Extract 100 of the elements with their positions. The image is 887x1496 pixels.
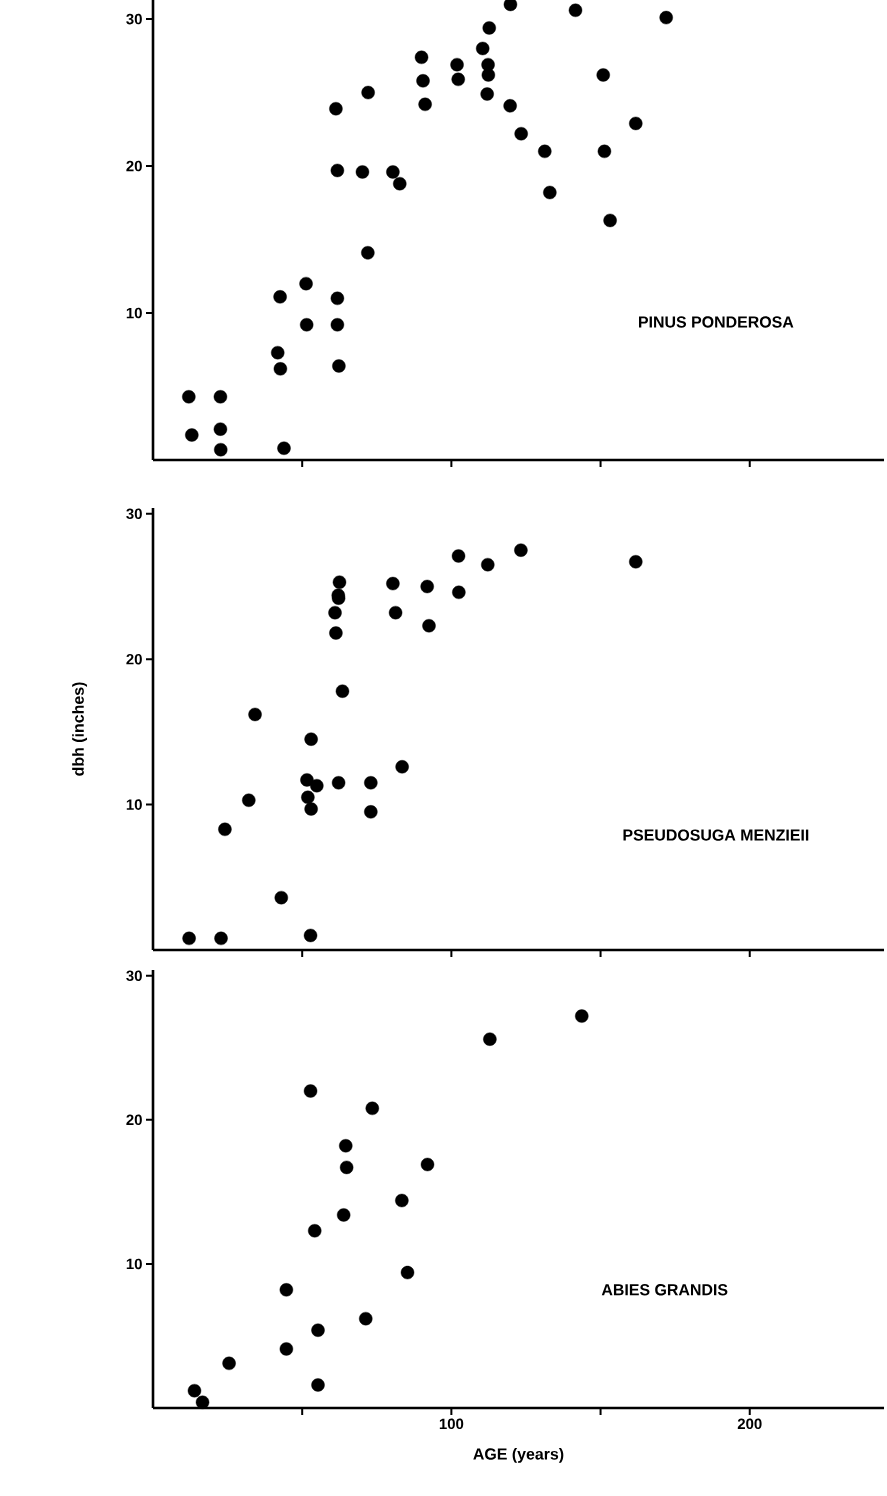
point — [299, 276, 313, 291]
point — [451, 549, 466, 563]
point — [308, 1224, 322, 1238]
point — [300, 773, 314, 787]
x-tick-label: 100 — [439, 1418, 464, 1430]
point — [273, 362, 288, 376]
point — [575, 1009, 589, 1023]
annotation: PINUS PONDEROSA — [639, 316, 794, 328]
point — [222, 1356, 236, 1371]
point — [597, 144, 612, 159]
point — [395, 760, 409, 774]
point — [310, 779, 324, 793]
point — [483, 1032, 497, 1046]
point — [361, 246, 375, 260]
point — [301, 790, 315, 805]
point — [218, 822, 232, 837]
point — [514, 127, 528, 141]
point — [339, 1160, 354, 1175]
point — [503, 99, 517, 113]
point — [182, 390, 196, 404]
point — [303, 928, 318, 943]
point — [416, 74, 430, 88]
y-tick-label: 30 — [126, 970, 142, 982]
point — [503, 0, 518, 12]
point — [214, 931, 228, 946]
y-tick-label: 10 — [126, 1258, 142, 1270]
point — [332, 575, 347, 589]
point — [659, 10, 673, 25]
point — [451, 72, 465, 87]
point — [482, 21, 496, 35]
point — [514, 543, 528, 557]
point — [629, 555, 643, 569]
point — [332, 359, 346, 373]
point — [361, 85, 375, 100]
point — [422, 619, 436, 633]
point — [330, 163, 345, 178]
point — [311, 1323, 325, 1337]
point — [304, 802, 318, 816]
point — [386, 165, 400, 179]
point — [274, 890, 288, 905]
point — [329, 102, 343, 116]
point — [393, 176, 407, 191]
y-tick-label: 20 — [126, 1114, 142, 1126]
point — [359, 1311, 373, 1326]
point — [452, 585, 466, 600]
point — [303, 1084, 318, 1098]
point — [481, 557, 495, 572]
point — [414, 50, 429, 64]
point — [400, 1265, 415, 1280]
annotation: PSEUDOSUGA MENZIEII — [623, 829, 809, 841]
point — [330, 291, 345, 306]
point — [273, 290, 287, 304]
point — [480, 87, 494, 101]
annotation: ABIES GRANDIS — [601, 1284, 728, 1296]
point — [304, 732, 318, 746]
point — [279, 1342, 294, 1356]
point — [476, 41, 490, 56]
point — [329, 626, 343, 640]
point — [213, 390, 228, 404]
point — [388, 605, 403, 620]
point — [277, 441, 291, 455]
point — [364, 776, 378, 790]
point — [603, 213, 617, 228]
point — [311, 1378, 325, 1392]
point — [330, 318, 345, 332]
x-tick-label: 200 — [737, 1418, 762, 1430]
point — [365, 1101, 379, 1116]
point — [538, 144, 552, 159]
y-tick-label: 30 — [126, 13, 142, 25]
point — [331, 776, 346, 790]
point — [299, 318, 314, 332]
point — [481, 68, 496, 82]
point — [450, 57, 464, 72]
y-tick-label: 20 — [126, 653, 142, 665]
point — [543, 185, 557, 200]
y-tick-label: 10 — [126, 307, 142, 319]
point — [596, 68, 610, 82]
y-tick-label: 10 — [126, 799, 142, 810]
point — [339, 1139, 353, 1153]
point — [568, 3, 583, 17]
point — [195, 1395, 210, 1409]
point — [420, 1157, 435, 1172]
point — [395, 1193, 409, 1208]
point — [248, 707, 262, 722]
point — [185, 428, 199, 442]
point — [420, 579, 434, 594]
y-axis-title: dbh (inches) — [72, 682, 88, 776]
point — [336, 1208, 351, 1222]
point — [364, 805, 378, 819]
y-tick-label: 30 — [126, 508, 142, 520]
point — [418, 97, 432, 112]
point — [187, 1384, 202, 1398]
point — [213, 422, 228, 436]
point — [182, 931, 196, 946]
point — [271, 346, 285, 360]
point — [279, 1283, 294, 1297]
y-tick-label: 20 — [126, 160, 142, 172]
x-axis-title: AGE (years) — [473, 1447, 564, 1463]
point — [335, 684, 350, 698]
point — [214, 443, 228, 457]
